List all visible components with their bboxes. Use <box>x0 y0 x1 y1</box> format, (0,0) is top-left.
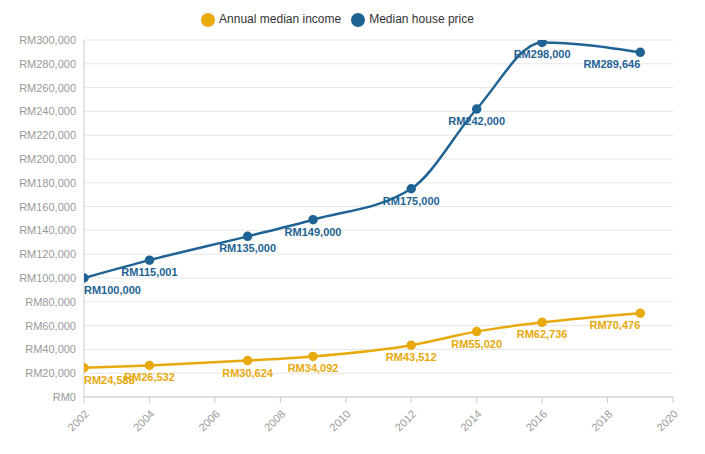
svg-text:RM280,000: RM280,000 <box>19 58 76 70</box>
svg-text:RM24,588: RM24,588 <box>84 373 135 386</box>
svg-text:RM34,092: RM34,092 <box>288 362 339 374</box>
svg-text:2020: 2020 <box>654 408 680 434</box>
svg-text:2016: 2016 <box>523 408 549 434</box>
svg-text:RM175,000: RM175,000 <box>383 195 440 207</box>
svg-text:RM220,000: RM220,000 <box>19 129 76 141</box>
svg-text:RM149,000: RM149,000 <box>285 226 342 238</box>
svg-text:RM80,000: RM80,000 <box>25 296 76 308</box>
svg-text:RM62,736: RM62,736 <box>517 328 568 340</box>
svg-text:2006: 2006 <box>196 408 222 434</box>
svg-text:RM115,001: RM115,001 <box>121 266 177 278</box>
svg-text:RM140,000: RM140,000 <box>19 224 76 236</box>
svg-text:RM55,020: RM55,020 <box>451 338 502 350</box>
svg-text:RM30,624: RM30,624 <box>222 367 274 379</box>
svg-text:RM298,000: RM298,000 <box>514 48 571 60</box>
svg-text:RM40,000: RM40,000 <box>25 343 76 355</box>
svg-text:RM100,000: RM100,000 <box>84 284 141 296</box>
html-text:Median house price: Median house price <box>369 12 474 26</box>
svg-text:RM180,000: RM180,000 <box>19 177 76 189</box>
svg-text:2018: 2018 <box>589 408 615 434</box>
svg-text:RM160,000: RM160,000 <box>19 201 76 213</box>
svg-text:RM260,000: RM260,000 <box>19 82 76 94</box>
svg-text:RM0: RM0 <box>53 391 76 403</box>
svg-text:RM289,646: RM289,646 <box>583 58 640 70</box>
svg-text:2010: 2010 <box>327 408 353 434</box>
svg-text:RM300,000: RM300,000 <box>19 34 76 46</box>
svg-text:RM43,512: RM43,512 <box>386 351 437 363</box>
svg-text:RM240,000: RM240,000 <box>19 105 76 117</box>
svg-text:RM200,000: RM200,000 <box>19 153 76 165</box>
svg-text:RM70,476: RM70,476 <box>590 319 641 331</box>
svg-text:RM242,000: RM242,000 <box>448 115 505 127</box>
svg-text:2014: 2014 <box>458 408 484 434</box>
html-text:Annual median income: Annual median income <box>219 12 342 26</box>
svg-text:2008: 2008 <box>262 408 288 434</box>
svg-text:RM100,000: RM100,000 <box>19 272 76 284</box>
svg-text:RM20,000: RM20,000 <box>25 367 76 379</box>
svg-text:2004: 2004 <box>131 408 157 434</box>
svg-text:RM26,532: RM26,532 <box>124 371 175 383</box>
svg-text:RM135,000: RM135,000 <box>219 242 276 254</box>
svg-text:RM120,000: RM120,000 <box>19 248 76 260</box>
svg-text:2012: 2012 <box>392 408 418 434</box>
svg-text:2002: 2002 <box>65 408 91 434</box>
svg-text:RM60,000: RM60,000 <box>25 320 76 332</box>
